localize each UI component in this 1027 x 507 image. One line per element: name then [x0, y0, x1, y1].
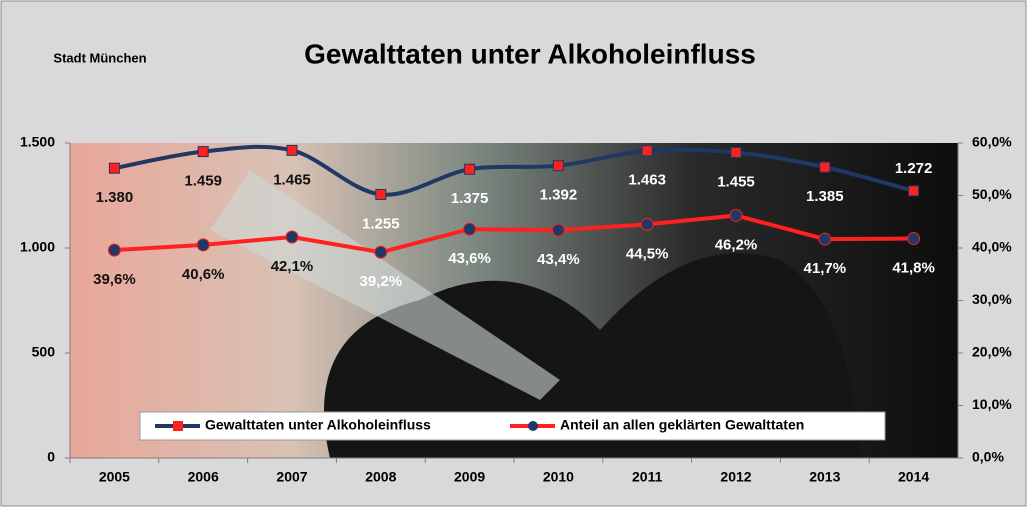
data-label: 41,7%	[804, 260, 847, 277]
x-tick-label: 2008	[365, 469, 396, 485]
x-tick-label: 2011	[632, 469, 663, 485]
marker	[907, 232, 921, 246]
data-label: 1.375	[451, 190, 489, 207]
data-label: 43,4%	[537, 251, 580, 268]
data-label: 41,8%	[892, 260, 935, 277]
data-label: 43,6%	[448, 250, 491, 267]
y2-tick-label: 30,0%	[972, 291, 1012, 307]
legend-marker	[528, 421, 538, 431]
series-line	[114, 144, 915, 197]
y-tick-label: 500	[32, 344, 56, 360]
data-label: 1.459	[184, 173, 222, 190]
marker	[285, 230, 299, 244]
marker	[730, 146, 742, 158]
data-label: 1.385	[806, 188, 844, 205]
data-label: 1.380	[96, 189, 134, 206]
x-tick-label: 2009	[454, 469, 485, 485]
data-label: 1.392	[540, 187, 578, 204]
legend-label: Anteil an allen geklärten Gewalttaten	[560, 417, 804, 433]
x-tick-label: 2012	[720, 469, 751, 485]
marker	[551, 223, 565, 237]
legend-label: Gewalttaten unter Alkoholeinfluss	[205, 417, 431, 433]
y2-tick-label: 10,0%	[972, 396, 1012, 412]
marker	[375, 188, 387, 200]
marker	[108, 162, 120, 174]
data-label: 42,1%	[271, 258, 314, 275]
data-label: 39,2%	[360, 273, 403, 290]
y2-tick-label: 20,0%	[972, 344, 1012, 360]
marker	[641, 145, 653, 157]
y2-tick-label: 40,0%	[972, 239, 1012, 255]
marker	[908, 185, 920, 197]
marker	[818, 232, 832, 246]
data-label: 1.463	[628, 172, 666, 189]
x-tick-label: 2010	[543, 469, 574, 485]
chart-title: Gewalttaten unter Alkoholeinfluss	[304, 38, 756, 69]
marker	[374, 245, 388, 259]
marker	[107, 243, 121, 257]
data-label: 46,2%	[715, 236, 758, 253]
data-label: 1.465	[273, 171, 311, 188]
y-tick-label: 0	[47, 449, 55, 465]
subtitle: Stadt München	[53, 50, 146, 65]
silhouette	[324, 253, 860, 458]
marker	[552, 160, 564, 172]
y-tick-label: 1.000	[20, 239, 55, 255]
x-tick-label: 2005	[99, 469, 130, 485]
data-label: 39,6%	[93, 271, 136, 288]
bottle	[210, 170, 560, 400]
y2-tick-label: 60,0%	[972, 134, 1012, 150]
marker	[640, 217, 654, 231]
marker	[196, 238, 210, 252]
series-line	[114, 213, 914, 255]
marker	[464, 163, 476, 175]
data-label: 1.272	[895, 160, 933, 177]
marker	[463, 222, 477, 236]
data-label: 40,6%	[182, 266, 225, 283]
y-tick-label: 1.500	[20, 134, 55, 150]
data-label: 1.255	[362, 215, 400, 232]
y2-tick-label: 50,0%	[972, 186, 1012, 202]
x-tick-label: 2014	[898, 469, 929, 485]
x-tick-label: 2013	[809, 469, 840, 485]
data-label: 1.455	[717, 173, 755, 190]
x-tick-label: 2006	[188, 469, 219, 485]
marker	[729, 208, 743, 222]
legend-marker	[173, 421, 183, 431]
marker	[197, 146, 209, 158]
marker	[286, 144, 298, 156]
data-label: 44,5%	[626, 245, 669, 262]
y2-tick-label: 0,0%	[972, 449, 1004, 465]
marker	[819, 161, 831, 173]
x-tick-label: 2007	[276, 469, 307, 485]
